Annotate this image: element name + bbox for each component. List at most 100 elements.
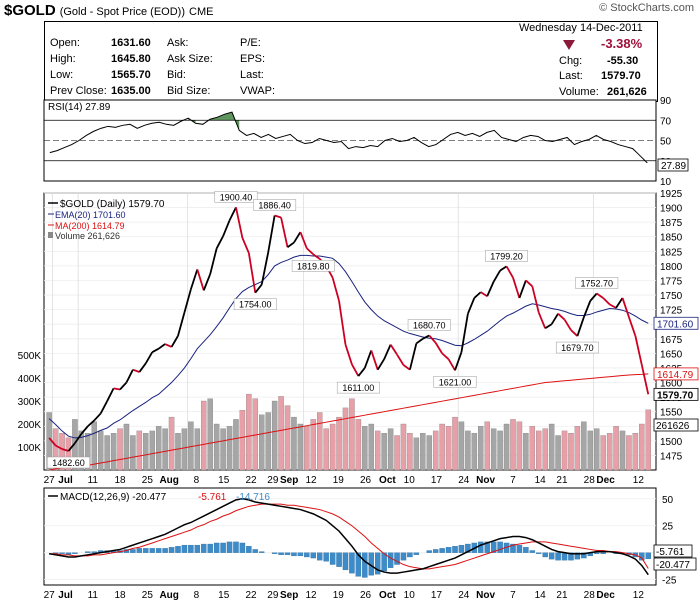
x-axis-label: 24 xyxy=(458,590,470,601)
chg-label: Chg: xyxy=(559,55,583,67)
macd-histogram-bar xyxy=(497,541,503,553)
price-segment xyxy=(415,338,424,345)
rsi-tick-label: 70 xyxy=(660,116,672,127)
x-axis-label: 10 xyxy=(404,590,416,601)
price-tick-label: 1775 xyxy=(660,276,683,287)
volume-bar xyxy=(162,428,168,471)
macd-histogram-bar xyxy=(336,552,342,567)
price-segment xyxy=(99,400,108,414)
volume-bar xyxy=(310,419,317,471)
price-segment xyxy=(247,252,257,293)
volume-bar xyxy=(72,419,78,471)
x-axis-label: 11 xyxy=(88,475,99,486)
price-tick-label: 1750 xyxy=(660,291,683,302)
price-segment xyxy=(106,387,115,402)
rsi-tick-label: 50 xyxy=(660,137,672,148)
price-segment xyxy=(557,313,566,321)
volume-bar xyxy=(594,428,600,471)
volume-bar xyxy=(516,421,523,471)
volume-bar xyxy=(632,433,639,471)
price-tag-box xyxy=(653,316,699,330)
macd-histogram-bar xyxy=(194,544,201,553)
price-segment xyxy=(563,319,572,331)
macd-histogram-bar xyxy=(400,552,407,561)
volume-bar xyxy=(78,430,85,471)
price-segment xyxy=(447,358,456,371)
x-axis-label: 12 xyxy=(305,590,317,601)
price-segment xyxy=(312,253,321,260)
price-segment xyxy=(164,343,172,348)
price-segment xyxy=(486,281,495,297)
last-label-mid: Last: xyxy=(240,69,264,81)
macd-histogram-bar xyxy=(246,546,252,553)
volume-bar xyxy=(413,437,420,471)
macd-histogram-bar xyxy=(188,544,194,553)
price-segment xyxy=(473,291,482,299)
price-annotation: 1611.00 xyxy=(342,383,374,393)
price-segment xyxy=(260,252,270,285)
price-tick-label: 1600 xyxy=(660,379,683,390)
price-segment xyxy=(615,297,624,309)
x-axis-label: Oct xyxy=(379,475,396,486)
price-segment xyxy=(550,313,559,325)
vwap-label: VWAP: xyxy=(240,85,276,97)
macd-histogram-bar xyxy=(181,544,188,553)
price-segment xyxy=(544,323,553,330)
high-label: High: xyxy=(50,53,76,65)
x-axis-label: 26 xyxy=(360,475,372,486)
volume-bar xyxy=(323,428,329,471)
volume-bar xyxy=(52,428,59,471)
volume-bar xyxy=(123,423,130,471)
x-axis-label: Jul xyxy=(58,590,73,601)
volume-bar xyxy=(420,433,426,471)
x-axis-label: 29 xyxy=(267,475,279,486)
x-axis-label: Aug xyxy=(159,475,178,486)
volume-bar xyxy=(548,423,555,471)
volume-bar xyxy=(181,428,188,471)
bid-size-label: Bid Size: xyxy=(167,85,211,97)
x-axis-label: 21 xyxy=(556,590,568,601)
price-segment xyxy=(583,300,592,318)
price-tag-box xyxy=(653,367,699,381)
price-segment xyxy=(389,344,398,356)
price-segment xyxy=(596,292,604,299)
macd-histogram-bar xyxy=(155,548,162,553)
price-annotation-box xyxy=(485,250,528,262)
symbol: $GOLD xyxy=(4,2,56,19)
macd-histogram-bar xyxy=(465,543,471,553)
price-segment xyxy=(357,367,366,377)
volume-bar xyxy=(130,435,136,471)
brand-link[interactable]: © StockCharts.com xyxy=(599,2,694,14)
x-axis-label: Nov xyxy=(476,475,495,486)
volume-bar xyxy=(304,426,310,471)
price-segment xyxy=(170,335,179,348)
volume-bar xyxy=(168,416,175,471)
price-segment xyxy=(67,442,76,452)
volume-bar xyxy=(510,419,516,471)
price-segment xyxy=(222,220,231,237)
volume-bar xyxy=(478,426,484,471)
macd-histogram-bar xyxy=(252,549,259,553)
price-legend-ma: MA(200) 1614.79 xyxy=(55,221,125,231)
rsi-tick-label: 90 xyxy=(660,96,672,107)
price-segment xyxy=(293,231,302,244)
macd-histogram-bar xyxy=(561,552,568,561)
price-tick-label: 1925 xyxy=(660,189,683,200)
macd-last-tag: -20.477 xyxy=(656,560,690,571)
volume-bar xyxy=(110,433,117,471)
volume-bar xyxy=(497,430,503,471)
price-segment xyxy=(183,288,192,313)
x-axis-label: 15 xyxy=(218,475,230,486)
x-axis-label: 14 xyxy=(535,590,547,601)
macd-histogram-bar xyxy=(387,552,394,568)
volume-bar xyxy=(581,421,587,471)
volume-bar xyxy=(201,400,207,471)
macd-histogram-bar xyxy=(310,552,317,559)
price-segment xyxy=(499,265,508,272)
price-segment xyxy=(480,291,488,297)
volume-bar xyxy=(316,412,323,471)
price-segment xyxy=(241,237,250,254)
price-segment xyxy=(158,343,166,350)
price-tick-label: 1725 xyxy=(660,306,683,317)
